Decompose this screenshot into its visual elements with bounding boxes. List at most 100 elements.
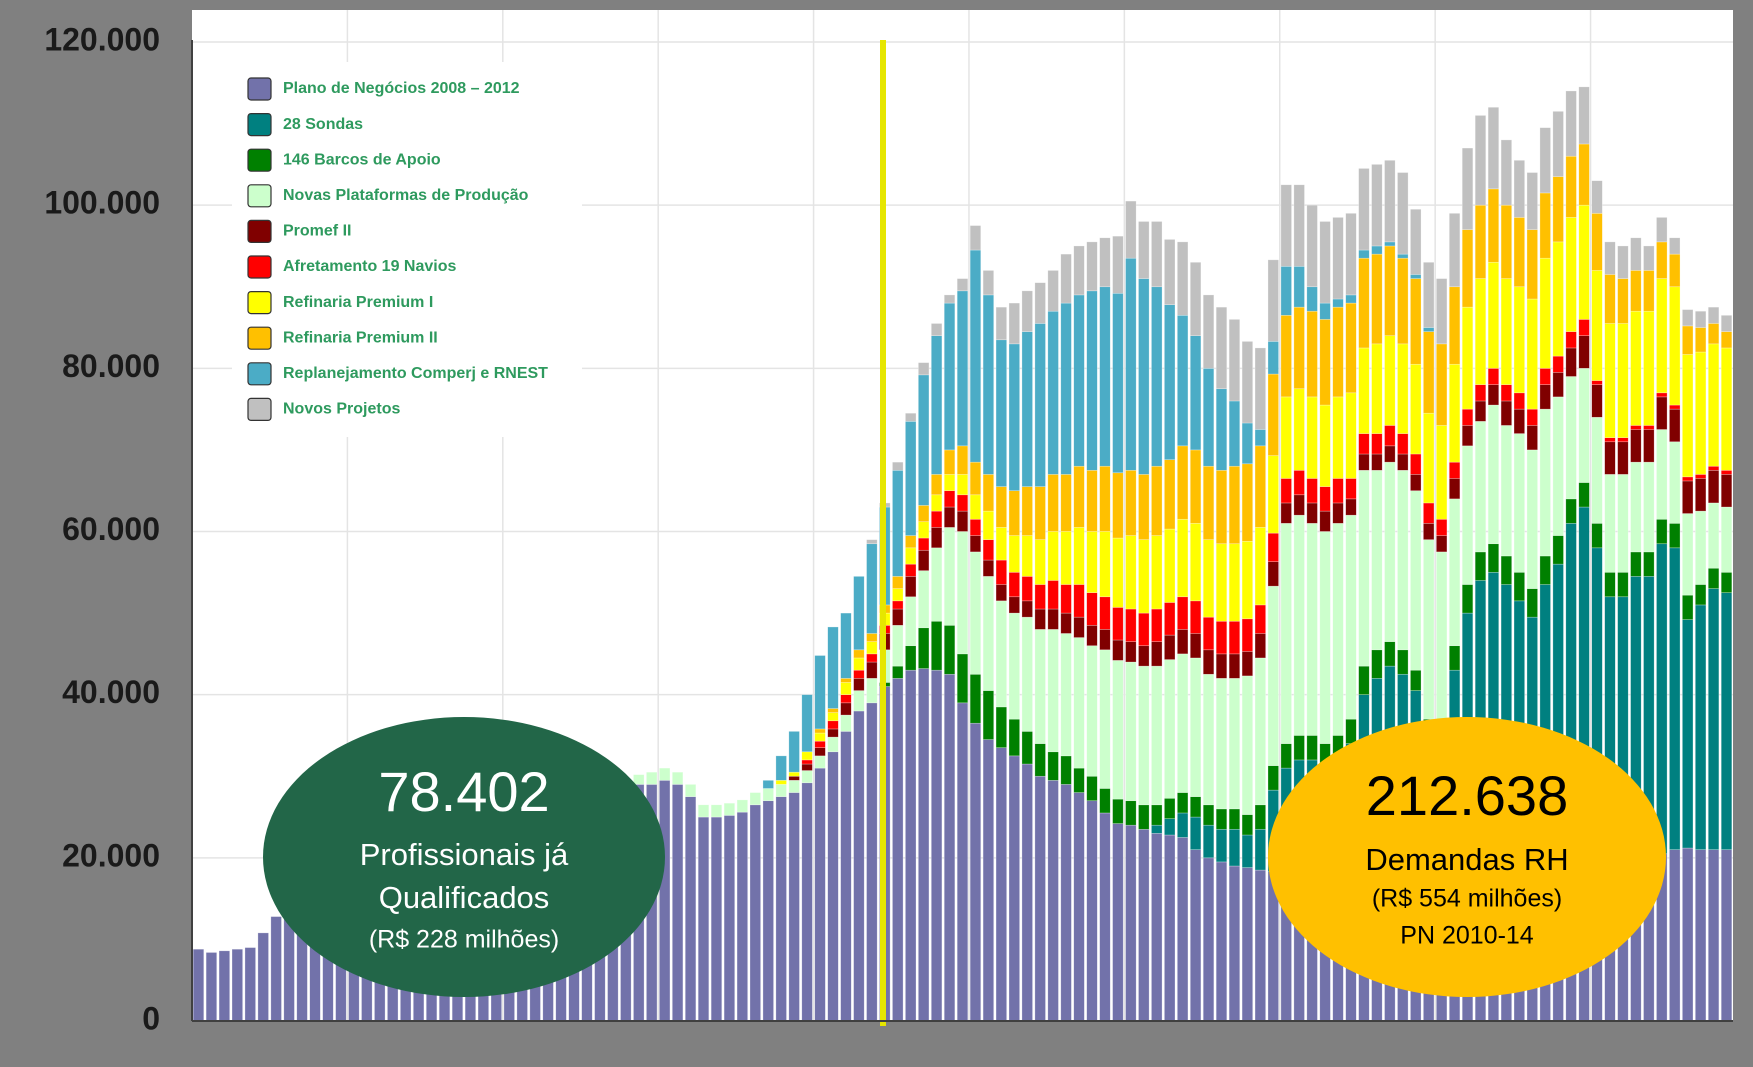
bar-segment bbox=[801, 694, 813, 753]
bar-segment bbox=[956, 531, 969, 655]
bar-segment bbox=[1306, 310, 1318, 398]
bar-segment bbox=[1539, 408, 1551, 557]
bar-segment bbox=[1267, 532, 1279, 562]
bar-segment bbox=[1306, 286, 1318, 312]
bar-segment bbox=[1202, 649, 1215, 675]
bar-segment bbox=[995, 486, 1007, 528]
bar-segment bbox=[982, 294, 995, 475]
bar-segment bbox=[697, 804, 710, 818]
bar-segment bbox=[1643, 310, 1655, 426]
bar-segment bbox=[1656, 396, 1668, 430]
legend-label: Novos Projetos bbox=[283, 401, 400, 418]
bar-segment bbox=[853, 710, 865, 1022]
bar-segment bbox=[775, 755, 787, 781]
bar-segment bbox=[1656, 217, 1668, 243]
bar-segment bbox=[969, 225, 982, 251]
bar-segment bbox=[1720, 592, 1733, 850]
bar-segment bbox=[1177, 518, 1189, 598]
legend-swatch bbox=[247, 362, 272, 386]
bar-segment bbox=[1189, 335, 1202, 451]
x-tick-label: 2010 bbox=[702, 9, 758, 37]
bar-segment bbox=[1423, 261, 1435, 328]
bar-segment bbox=[801, 759, 813, 765]
bar-segment bbox=[930, 510, 943, 528]
bar-segment bbox=[1138, 221, 1150, 279]
bar-segment bbox=[1034, 323, 1046, 487]
bar-segment bbox=[1358, 347, 1370, 434]
bar-segment bbox=[1474, 278, 1487, 385]
bar-segment bbox=[1410, 453, 1422, 475]
bar-segment bbox=[1565, 376, 1577, 500]
bar-segment bbox=[930, 323, 943, 336]
bar-segment bbox=[736, 799, 748, 813]
bar-segment bbox=[1436, 535, 1448, 553]
bar-segment bbox=[1526, 588, 1538, 618]
legend-box bbox=[232, 62, 582, 437]
bar-segment bbox=[1073, 637, 1085, 769]
bar-segment bbox=[1578, 335, 1590, 369]
bar-segment bbox=[1565, 155, 1577, 218]
bar-segment bbox=[892, 588, 904, 602]
bar-segment bbox=[1306, 204, 1318, 288]
bar-segment bbox=[1151, 641, 1163, 667]
bar-segment bbox=[1500, 139, 1512, 206]
bar-segment bbox=[1151, 286, 1163, 467]
bar-segment bbox=[1397, 433, 1409, 455]
bar-segment bbox=[956, 510, 969, 532]
bar-segment bbox=[1332, 396, 1344, 479]
bar-segment bbox=[995, 747, 1007, 1022]
bar-segment bbox=[956, 474, 969, 496]
bar-segment bbox=[982, 690, 995, 740]
bar-segment bbox=[853, 690, 865, 712]
bar-segment bbox=[1358, 453, 1370, 471]
bar-segment bbox=[1423, 331, 1435, 414]
bar-segment bbox=[1526, 298, 1538, 410]
bar-segment bbox=[814, 767, 826, 1022]
bar-segment bbox=[814, 732, 826, 742]
bar-segment bbox=[257, 932, 269, 1022]
bar-segment bbox=[1215, 861, 1228, 1022]
bar-segment bbox=[1552, 396, 1564, 536]
bar-segment bbox=[1293, 184, 1305, 267]
bar-segment bbox=[1565, 347, 1577, 377]
bar-segment bbox=[1358, 470, 1370, 667]
x-tick-label: 2011 bbox=[858, 9, 912, 37]
bar-segment bbox=[1125, 608, 1137, 642]
legend-swatch bbox=[247, 148, 272, 172]
bar-segment bbox=[1319, 319, 1331, 406]
bar-segment bbox=[1578, 368, 1590, 483]
bar-segment bbox=[1125, 200, 1137, 259]
bar-segment bbox=[1164, 459, 1176, 530]
bar-segment bbox=[853, 657, 865, 671]
bar-segment bbox=[1630, 461, 1642, 553]
bar-segment bbox=[892, 470, 904, 577]
bar-segment bbox=[1358, 168, 1370, 251]
bar-segment bbox=[840, 702, 852, 716]
bar-segment bbox=[943, 302, 956, 451]
bar-segment bbox=[1461, 584, 1474, 614]
bar-segment bbox=[1202, 368, 1215, 467]
bar-segment bbox=[1215, 808, 1228, 830]
bar-segment bbox=[1138, 645, 1150, 667]
bar-segment bbox=[1189, 849, 1202, 1022]
bar-segment bbox=[1138, 539, 1150, 614]
bar-segment bbox=[1099, 286, 1111, 467]
bar-segment bbox=[1086, 290, 1098, 471]
bar-segment bbox=[1526, 229, 1538, 300]
bar-segment bbox=[1112, 639, 1124, 661]
bar-segment bbox=[684, 796, 697, 1022]
bar-segment bbox=[905, 563, 917, 577]
bar-segment bbox=[1487, 106, 1500, 190]
bar-segment bbox=[1138, 828, 1150, 1022]
bar-segment bbox=[1345, 294, 1357, 304]
bar-segment bbox=[1177, 653, 1189, 793]
bar-segment bbox=[1228, 620, 1241, 655]
bar-segment bbox=[1034, 629, 1046, 744]
bar-segment bbox=[1228, 653, 1241, 679]
bar-segment bbox=[1720, 571, 1733, 593]
bar-segment bbox=[1228, 465, 1241, 545]
bar-segment bbox=[1073, 584, 1085, 618]
bar-segment bbox=[1034, 539, 1046, 585]
bar-segment bbox=[1241, 463, 1254, 542]
bar-segment bbox=[1461, 306, 1474, 410]
